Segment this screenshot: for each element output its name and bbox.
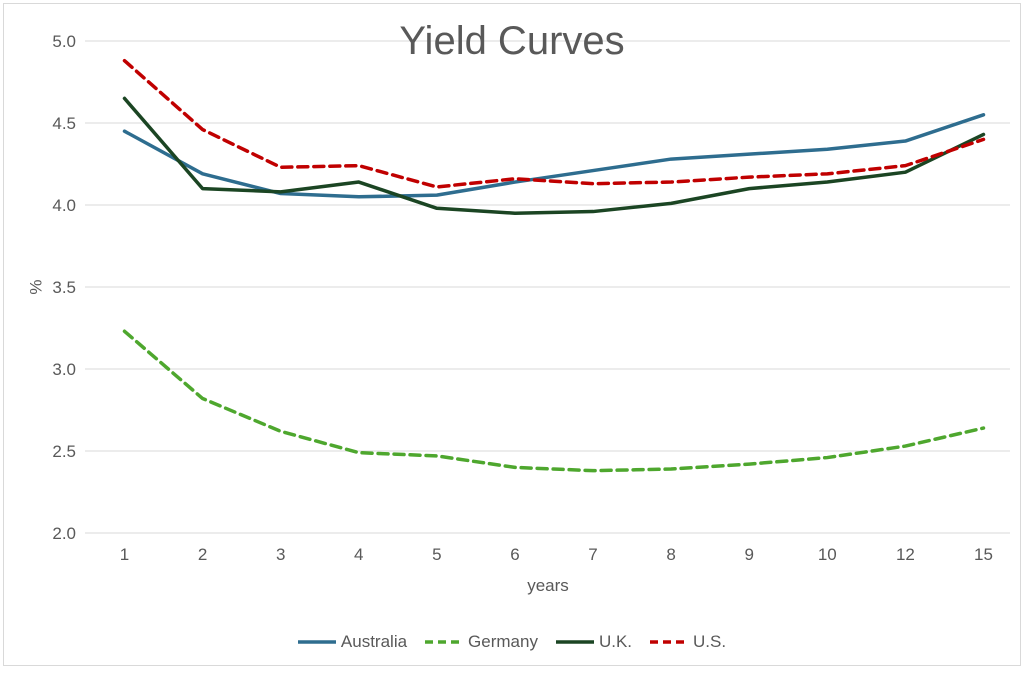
y-tick-label: 3.5	[52, 278, 76, 297]
x-tick-label: 5	[432, 545, 441, 564]
series-line-u-s	[122, 58, 986, 189]
legend-label-germany: Germany	[468, 632, 538, 651]
australia-line-swatch-icon	[297, 640, 336, 644]
x-tick-label: 12	[896, 545, 915, 564]
chart-legend: Australia Germany U.K. U.S.	[0, 632, 1024, 652]
legend-label-australia: Australia	[340, 632, 408, 651]
legend-item-germany: Germany	[425, 632, 538, 652]
y-axis-title: %	[27, 279, 46, 294]
x-tick-label: 1	[120, 545, 129, 564]
y-tick-label: 4.5	[52, 114, 76, 133]
y-tick-label: 2.0	[52, 524, 76, 543]
uk-line-swatch-icon	[555, 640, 594, 644]
legend-label-us: U.S.	[693, 632, 727, 651]
y-tick-label: 2.5	[52, 442, 76, 461]
legend-item-us: U.S.	[650, 632, 726, 652]
x-axis-title: years	[527, 576, 569, 595]
legend-item-uk: U.K.	[555, 632, 633, 652]
x-tick-label: 15	[974, 545, 993, 564]
x-tick-label: 3	[276, 545, 285, 564]
series-layer	[122, 58, 986, 473]
y-tick-label: 5.0	[52, 32, 76, 51]
x-tick-label: 8	[666, 545, 675, 564]
germany-line-swatch-icon	[425, 640, 464, 644]
us-line-swatch-icon	[650, 640, 689, 644]
tick-labels-layer: 2.02.53.03.54.04.55.01 2 3 4 5 6 7 8 9 10 12 15	[52, 32, 993, 564]
y-tick-label: 3.0	[52, 360, 76, 379]
x-tick-label: 9	[744, 545, 753, 564]
y-tick-label: 4.0	[52, 196, 76, 215]
legend-label-uk: U.K.	[598, 632, 633, 651]
x-tick-label: 7	[588, 545, 597, 564]
legend-item-australia: Australia	[297, 632, 408, 652]
x-tick-label: 10	[818, 545, 837, 564]
x-tick-label: 4	[354, 545, 363, 564]
series-line-u-k	[122, 96, 986, 215]
series-line-germany	[122, 329, 986, 473]
gridlines-layer	[85, 40, 1010, 534]
x-tick-label: 2	[198, 545, 207, 564]
x-tick-label: 6	[510, 545, 519, 564]
chart-title: Yield Curves	[399, 19, 624, 63]
